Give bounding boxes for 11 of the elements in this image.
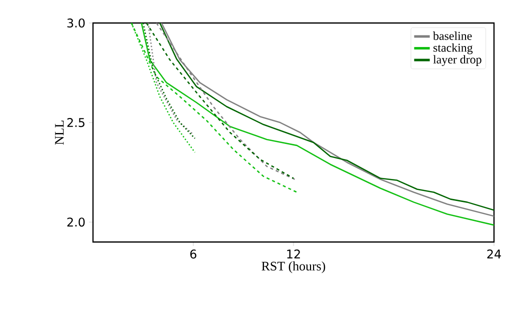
- legend-label: stacking: [433, 43, 473, 54]
- x-tick-label: 24: [487, 250, 501, 258]
- x-tick-label: 6: [190, 250, 196, 259]
- y-tick-label: 2.5: [67, 118, 84, 128]
- y-tick-label: 2.0: [67, 218, 85, 227]
- x-axis-title: RST (hours): [262, 261, 326, 274]
- legend-label: layer drop: [433, 55, 482, 66]
- x-tick-label: 12: [287, 250, 300, 258]
- y-tick-label: 3.0: [67, 18, 85, 28]
- legend-label: baseline: [433, 32, 472, 40]
- y-axis-title: NLL: [55, 120, 64, 145]
